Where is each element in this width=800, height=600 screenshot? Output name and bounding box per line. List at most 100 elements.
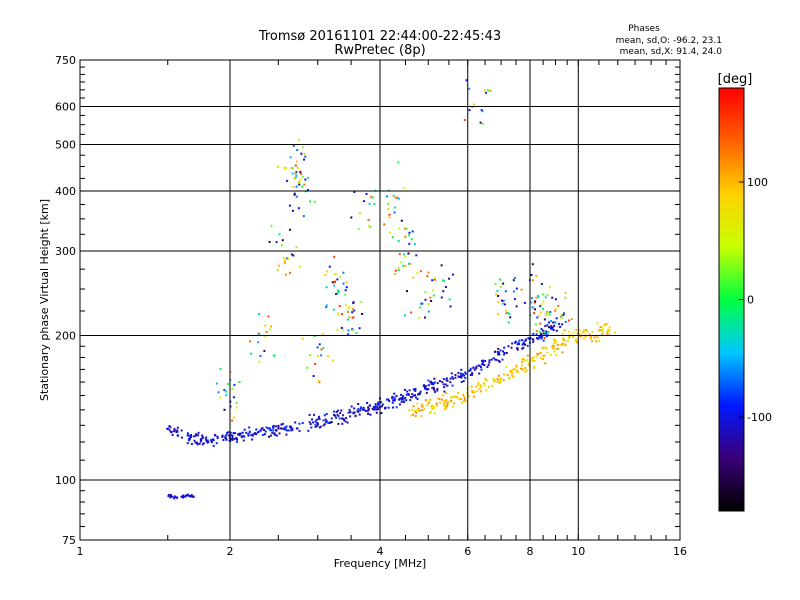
echo-point xyxy=(318,426,321,429)
echo-point xyxy=(459,372,462,375)
echo-point xyxy=(282,422,285,425)
echo-point xyxy=(342,417,345,420)
echo-point xyxy=(273,355,276,357)
echo-point xyxy=(412,394,415,397)
echo-point xyxy=(233,383,236,386)
echo-point xyxy=(505,352,508,354)
echo-point xyxy=(416,398,419,401)
echo-point xyxy=(589,337,592,340)
echo-point xyxy=(442,394,445,397)
echo-point xyxy=(295,195,298,198)
echo-point xyxy=(339,412,342,415)
echo-point xyxy=(186,442,189,445)
echo-point xyxy=(392,194,395,197)
echo-point xyxy=(180,429,183,432)
echo-point xyxy=(439,401,441,404)
echo-point xyxy=(265,426,268,429)
echo-point xyxy=(357,408,360,411)
echo-point xyxy=(427,271,430,274)
echo-point xyxy=(322,419,325,422)
echo-point xyxy=(188,434,191,437)
echo-point xyxy=(400,400,403,403)
echo-point xyxy=(299,170,302,173)
echo-point xyxy=(367,412,370,415)
echo-point xyxy=(345,281,348,283)
echo-point xyxy=(442,378,445,381)
echo-point xyxy=(553,324,556,327)
echo-point xyxy=(391,397,394,400)
echo-point xyxy=(471,372,474,375)
echo-point xyxy=(510,346,513,349)
echo-point xyxy=(346,310,349,313)
echo-point xyxy=(554,321,557,324)
echo-point xyxy=(294,164,297,167)
echo-point xyxy=(550,325,553,328)
echo-point xyxy=(186,434,189,437)
echo-point xyxy=(588,333,591,336)
echo-point xyxy=(449,377,452,380)
echo-point xyxy=(506,312,509,314)
echo-point xyxy=(374,403,377,406)
echo-point xyxy=(357,410,360,413)
echo-point xyxy=(356,409,359,412)
echo-point xyxy=(359,212,361,215)
echo-point xyxy=(486,379,489,382)
echo-point xyxy=(198,442,201,445)
echo-point xyxy=(325,304,328,307)
echo-point xyxy=(290,253,293,256)
echo-point xyxy=(505,309,507,312)
echo-point xyxy=(471,391,474,394)
echo-point xyxy=(442,383,445,386)
echo-point xyxy=(233,416,235,419)
echo-point xyxy=(443,408,446,411)
echo-point xyxy=(462,393,465,396)
echo-point xyxy=(388,213,391,216)
echo-point xyxy=(394,273,397,275)
echo-point xyxy=(393,396,396,399)
echo-point xyxy=(361,313,363,315)
x-tick-label: 16 xyxy=(673,545,687,558)
echo-point xyxy=(445,392,448,395)
echo-point xyxy=(391,395,394,398)
echo-point xyxy=(535,296,538,299)
echo-point xyxy=(345,304,347,307)
echo-point xyxy=(322,424,325,427)
echo-point xyxy=(398,253,401,255)
echo-point xyxy=(263,349,266,352)
echo-point xyxy=(331,281,334,284)
echo-point xyxy=(540,335,543,338)
echo-point xyxy=(353,309,356,312)
echo-point xyxy=(255,428,258,431)
echo-point xyxy=(394,196,397,199)
echo-point xyxy=(286,179,289,182)
echo-point xyxy=(395,406,398,409)
echo-point xyxy=(314,423,317,426)
echo-point xyxy=(404,314,406,317)
echo-point xyxy=(202,442,205,445)
echo-point xyxy=(311,418,313,421)
echo-point xyxy=(380,405,383,408)
echo-point xyxy=(533,367,536,370)
echo-point xyxy=(405,399,408,402)
echo-point xyxy=(534,308,536,311)
echo-point xyxy=(507,321,510,324)
echo-point xyxy=(404,227,407,230)
echo-point xyxy=(335,416,338,419)
echo-point xyxy=(348,306,351,308)
echo-point xyxy=(535,355,538,358)
echo-point xyxy=(472,366,475,369)
echo-point xyxy=(518,343,521,345)
echo-point xyxy=(400,397,403,400)
echo-point xyxy=(225,438,228,441)
echo-point xyxy=(583,330,586,332)
echo-point xyxy=(185,494,187,497)
echo-point xyxy=(502,379,505,382)
echo-point xyxy=(453,402,456,405)
echo-point xyxy=(264,324,267,327)
echo-point xyxy=(498,378,501,381)
echo-point xyxy=(423,407,426,410)
echo-point xyxy=(325,306,328,309)
echo-point xyxy=(353,191,356,193)
echo-point xyxy=(190,434,193,436)
